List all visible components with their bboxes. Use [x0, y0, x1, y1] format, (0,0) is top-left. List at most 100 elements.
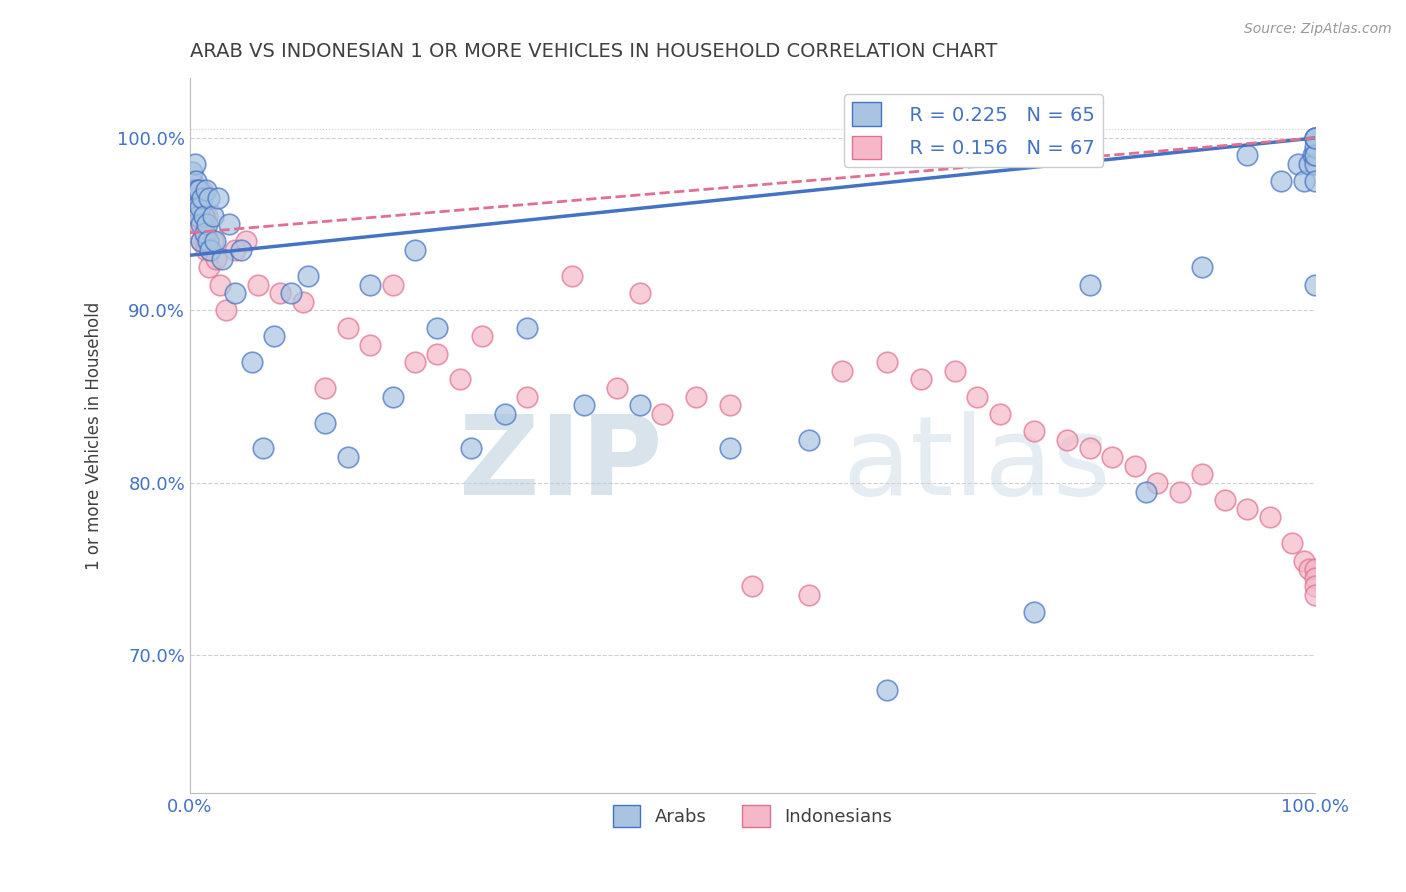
Point	[183, 191, 205, 205]
Point	[1303, 571, 1326, 585]
Point	[209, 277, 232, 292]
Point	[1123, 458, 1146, 473]
Point	[1303, 174, 1326, 188]
Point	[187, 217, 209, 231]
Point	[1298, 157, 1320, 171]
Point	[1292, 553, 1315, 567]
Point	[1146, 475, 1168, 490]
Point	[183, 183, 205, 197]
Point	[1281, 536, 1303, 550]
Point	[263, 329, 285, 343]
Point	[1303, 148, 1326, 162]
Point	[193, 217, 215, 231]
Point	[381, 390, 404, 404]
Point	[200, 243, 222, 257]
Point	[966, 390, 988, 404]
Point	[190, 217, 212, 231]
Point	[1303, 588, 1326, 602]
Point	[718, 442, 741, 456]
Point	[197, 235, 219, 249]
Point	[685, 390, 707, 404]
Point	[1303, 131, 1326, 145]
Point	[190, 235, 212, 249]
Point	[1303, 157, 1326, 171]
Point	[197, 235, 219, 249]
Point	[628, 398, 651, 412]
Point	[404, 243, 426, 257]
Point	[1303, 131, 1326, 145]
Point	[1236, 501, 1258, 516]
Point	[235, 235, 257, 249]
Point	[606, 381, 628, 395]
Point	[240, 355, 263, 369]
Point	[1292, 174, 1315, 188]
Point	[291, 294, 314, 309]
Point	[876, 355, 898, 369]
Point	[381, 277, 404, 292]
Point	[188, 183, 211, 197]
Point	[426, 320, 449, 334]
Point	[404, 355, 426, 369]
Point	[218, 217, 240, 231]
Point	[201, 235, 224, 249]
Text: atlas: atlas	[842, 410, 1111, 517]
Point	[204, 235, 226, 249]
Point	[797, 588, 820, 602]
Y-axis label: 1 or more Vehicles in Household: 1 or more Vehicles in Household	[86, 301, 103, 570]
Point	[211, 252, 233, 266]
Point	[194, 235, 217, 249]
Point	[1022, 605, 1045, 619]
Point	[516, 320, 538, 334]
Point	[876, 682, 898, 697]
Point	[188, 209, 211, 223]
Point	[651, 407, 673, 421]
Point	[1303, 579, 1326, 593]
Point	[193, 209, 215, 223]
Point	[1056, 433, 1078, 447]
Point	[188, 200, 211, 214]
Point	[314, 416, 336, 430]
Legend: Arabs, Indonesians: Arabs, Indonesians	[606, 798, 898, 834]
Point	[184, 174, 207, 188]
Point	[359, 277, 381, 292]
Point	[449, 372, 471, 386]
Point	[246, 277, 269, 292]
Point	[187, 209, 209, 223]
Point	[194, 226, 217, 240]
Point	[336, 320, 359, 334]
Point	[561, 268, 583, 283]
Point	[1213, 493, 1236, 508]
Point	[1303, 148, 1326, 162]
Point	[229, 243, 252, 257]
Point	[200, 243, 222, 257]
Point	[1303, 131, 1326, 145]
Point	[314, 381, 336, 395]
Point	[1270, 174, 1292, 188]
Point	[183, 157, 205, 171]
Point	[471, 329, 494, 343]
Point	[1298, 562, 1320, 576]
Point	[718, 398, 741, 412]
Point	[194, 183, 217, 197]
Point	[188, 191, 211, 205]
Point	[297, 268, 319, 283]
Point	[184, 191, 207, 205]
Text: ARAB VS INDONESIAN 1 OR MORE VEHICLES IN HOUSEHOLD CORRELATION CHART: ARAB VS INDONESIAN 1 OR MORE VEHICLES IN…	[190, 42, 997, 61]
Point	[1302, 148, 1324, 162]
Point	[797, 433, 820, 447]
Point	[186, 183, 208, 197]
Point	[460, 442, 482, 456]
Point	[280, 286, 302, 301]
Point	[195, 217, 218, 231]
Point	[215, 303, 238, 318]
Point	[1135, 484, 1157, 499]
Point	[198, 191, 221, 205]
Point	[1303, 139, 1326, 153]
Point	[1258, 510, 1281, 524]
Point	[1078, 442, 1101, 456]
Point	[336, 450, 359, 464]
Point	[190, 235, 212, 249]
Point	[516, 390, 538, 404]
Point	[831, 364, 853, 378]
Point	[741, 579, 763, 593]
